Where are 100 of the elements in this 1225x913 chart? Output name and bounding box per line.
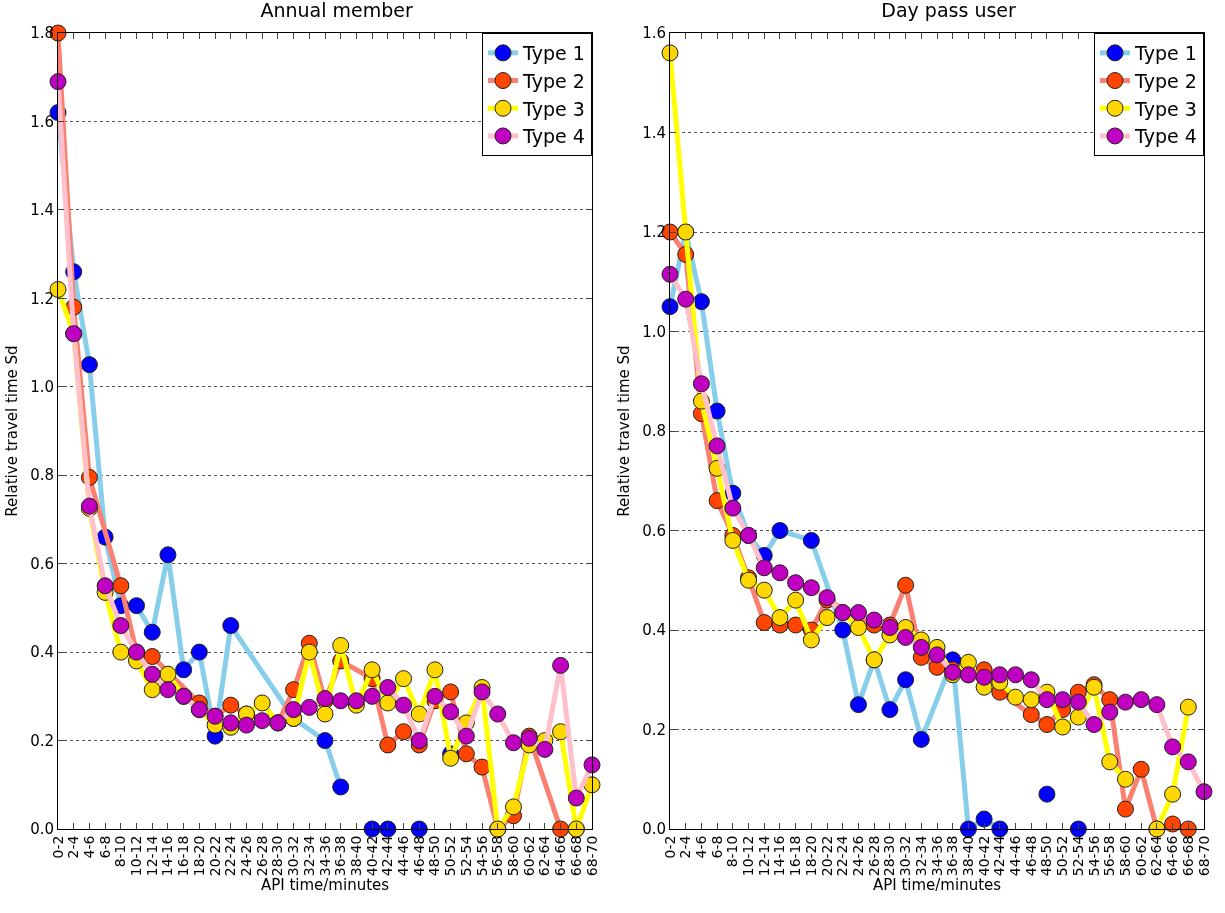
x-tick-label: 60-62 bbox=[520, 835, 537, 877]
point bbox=[708, 402, 726, 420]
y-tick-label: 0.8 bbox=[642, 422, 666, 441]
y-tick-label: 0.2 bbox=[642, 720, 666, 739]
point bbox=[442, 703, 460, 721]
point bbox=[1101, 703, 1119, 721]
point bbox=[332, 692, 350, 710]
x-tick-label: 12-14 bbox=[755, 835, 772, 877]
point bbox=[1164, 785, 1182, 803]
x-tick-label: 26-28 bbox=[253, 835, 270, 877]
point bbox=[1022, 691, 1040, 709]
point bbox=[849, 604, 867, 622]
y-tick-label: 1.4 bbox=[30, 201, 54, 220]
point bbox=[1007, 688, 1025, 706]
x-tick-label: 24-26 bbox=[850, 835, 867, 877]
x-tick-label: 64-66 bbox=[552, 835, 569, 877]
x-tick-label: 50-52 bbox=[1054, 835, 1071, 877]
point bbox=[567, 789, 585, 807]
point bbox=[489, 705, 507, 723]
y-tick-label: 1.4 bbox=[642, 123, 666, 142]
x-tick-label: 40-42 bbox=[975, 835, 992, 877]
legend-label: Type 2 bbox=[1134, 69, 1197, 92]
x-tick-label: 46-48 bbox=[410, 835, 427, 877]
point bbox=[49, 73, 67, 91]
x-tick-label: 54-56 bbox=[1085, 835, 1102, 877]
x-tick-label: 38-40 bbox=[959, 835, 976, 877]
point bbox=[363, 687, 381, 705]
x-tick-label: 34-36 bbox=[316, 835, 333, 877]
point bbox=[332, 636, 350, 654]
point bbox=[112, 617, 130, 635]
point bbox=[253, 694, 271, 712]
y-tick-label: 0.6 bbox=[30, 554, 54, 573]
y-tick-label: 0.4 bbox=[30, 643, 54, 662]
x-tick-label: 58-60 bbox=[505, 835, 522, 877]
point bbox=[787, 574, 805, 592]
x-tick-label: 48-50 bbox=[1038, 835, 1055, 877]
point bbox=[677, 290, 695, 308]
point bbox=[96, 577, 114, 595]
point bbox=[222, 617, 240, 635]
point bbox=[300, 643, 318, 661]
x-tick-label: 10-12 bbox=[128, 835, 145, 877]
point bbox=[347, 692, 365, 710]
x-tick-label: 24-26 bbox=[238, 835, 255, 877]
x-tick-label: 44-46 bbox=[395, 835, 412, 877]
point bbox=[661, 265, 679, 283]
x-axis-title: API time/minutes bbox=[872, 876, 1002, 895]
legend-label: Type 1 bbox=[1134, 42, 1197, 65]
x-tick-label: 48-50 bbox=[426, 835, 443, 877]
x-tick-label: 50-52 bbox=[442, 835, 459, 877]
point bbox=[128, 597, 146, 615]
y-tick-label: 1.6 bbox=[30, 112, 54, 131]
x-tick-label: 8-10 bbox=[112, 835, 129, 868]
point bbox=[771, 522, 789, 539]
point bbox=[504, 798, 522, 816]
point bbox=[755, 559, 773, 577]
point bbox=[787, 591, 805, 609]
legend-label: Type 1 bbox=[522, 42, 585, 65]
x-tick-label: 8-10 bbox=[724, 835, 741, 868]
y-tick-label: 0.4 bbox=[642, 621, 666, 640]
point bbox=[1132, 691, 1150, 709]
point bbox=[661, 298, 679, 316]
point bbox=[143, 623, 161, 641]
x-tick-label: 58-60 bbox=[1117, 835, 1134, 877]
x-tick-label: 6-8 bbox=[708, 835, 725, 859]
y-axis-title: Relative travel time Sd bbox=[3, 345, 22, 517]
legend-label: Type 3 bbox=[1134, 97, 1197, 120]
x-tick-label: 4-6 bbox=[692, 835, 709, 859]
y-tick-label: 1.2 bbox=[30, 289, 54, 308]
point bbox=[473, 683, 491, 701]
legend-label: Type 4 bbox=[522, 125, 585, 148]
x-tick-label: 28-30 bbox=[881, 835, 898, 877]
point bbox=[222, 714, 240, 732]
point bbox=[849, 619, 867, 636]
point bbox=[316, 705, 334, 723]
y-tick-label: 0.8 bbox=[30, 466, 54, 485]
x-tick-label: 64-66 bbox=[1164, 835, 1181, 877]
point bbox=[692, 293, 710, 311]
point bbox=[363, 661, 381, 679]
x-tick-label: 52-54 bbox=[457, 835, 474, 877]
point bbox=[395, 696, 413, 714]
point bbox=[143, 665, 161, 683]
point bbox=[802, 631, 820, 649]
x-tick-label: 28-30 bbox=[269, 835, 286, 877]
point bbox=[159, 665, 177, 683]
point bbox=[802, 579, 820, 597]
x-tick-label: 36-38 bbox=[944, 835, 961, 877]
point bbox=[1054, 691, 1072, 709]
point bbox=[1054, 718, 1072, 736]
x-tick-label: 26-28 bbox=[865, 835, 882, 877]
point bbox=[379, 678, 397, 696]
point bbox=[1085, 716, 1103, 734]
point bbox=[818, 609, 836, 627]
x-tick-label: 14-16 bbox=[771, 835, 788, 877]
point bbox=[395, 670, 413, 688]
x-tick-label: 36-38 bbox=[332, 835, 349, 877]
legend-label: Type 2 bbox=[522, 69, 585, 92]
y-tick-label: 1.0 bbox=[642, 322, 666, 341]
point bbox=[865, 611, 883, 629]
x-axis-title: API time/minutes bbox=[260, 876, 390, 895]
point bbox=[1164, 738, 1182, 756]
